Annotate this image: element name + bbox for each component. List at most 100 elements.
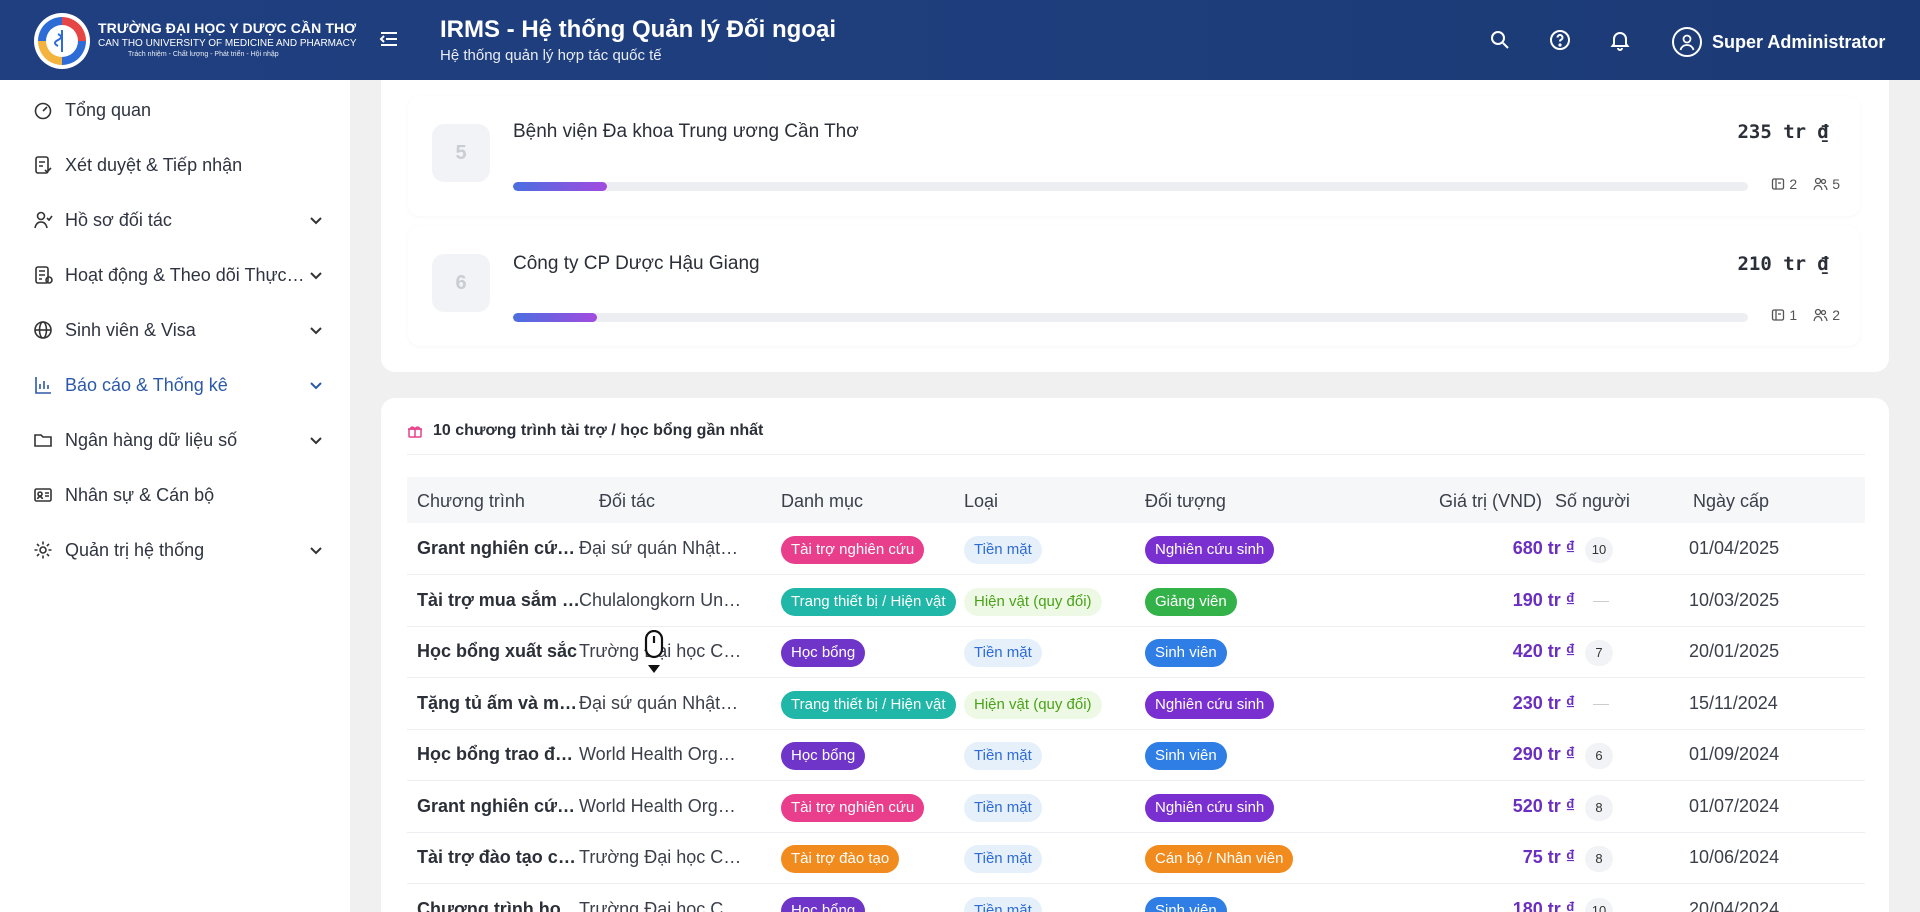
table-row[interactable]: Chương trình học bổng Trường Đại học Cần…	[407, 885, 1865, 912]
people-count: 7	[1585, 640, 1613, 666]
program-name[interactable]: Tài trợ mua sắm thiết bị	[417, 589, 581, 610]
app-title: IRMS - Hệ thống Quản lý Đối ngoại	[440, 16, 836, 43]
sponsorship-value: 420 tr ₫	[1512, 641, 1575, 661]
column-header-value[interactable]: Giá trị (VND)	[1439, 491, 1542, 511]
sponsorships-card: 10 chương trình tài trợ / học bổng gần n…	[381, 398, 1889, 912]
grant-date: 15/11/2024	[1689, 692, 1778, 713]
partner-name: Trường Đại học Cần Thơ	[579, 847, 743, 867]
globe-icon	[34, 321, 52, 339]
table-row[interactable]: Học bổng trao đổi sinh viên World Health…	[407, 730, 1865, 781]
chevron-down-icon	[310, 382, 322, 390]
org-subtitle: CAN THO UNIVERSITY OF MEDICINE AND PHARM…	[98, 38, 357, 49]
sponsorships-title: 10 chương trình tài trợ / học bổng gần n…	[433, 422, 764, 439]
table-row[interactable]: Tài trợ mua sắm thiết bị Chulalongkorn U…	[407, 576, 1865, 627]
menu-toggle-icon[interactable]	[378, 28, 400, 50]
gear-icon	[34, 541, 52, 559]
chevron-down-icon	[310, 327, 322, 335]
type-badge: Tiền mặt	[964, 793, 1042, 822]
type-badge: Tiền mặt	[964, 896, 1042, 912]
sidebar-item-label: Nhân sự & Cán bộ	[65, 485, 215, 505]
sponsorship-value: 180 tr ₫	[1512, 898, 1575, 912]
partner-row[interactable]: 5 Bệnh viện Đa khoa Trung ương Cần Thơ 2…	[408, 96, 1860, 216]
notification-bell-icon[interactable]	[1608, 28, 1632, 52]
category-badge: Tài trợ nghiên cứu	[781, 536, 925, 564]
category-badge: Học bổng	[781, 639, 866, 667]
target-badge: Sinh viên	[1145, 639, 1227, 667]
target-badge: Nghiên cứu sinh	[1145, 793, 1275, 822]
chevron-down-icon	[310, 547, 322, 555]
column-header-type[interactable]: Loại	[964, 491, 999, 511]
sidebar-item-label: Sinh viên & Visa	[65, 320, 196, 340]
university-logo[interactable]	[34, 13, 90, 69]
program-name[interactable]: Tặng tủ ấm và máy ly tâm	[417, 692, 581, 713]
sidebar-item-staff[interactable]: Nhân sự & Cán bộ	[0, 470, 350, 520]
table-row[interactable]: Grant nghiên cứu lâm sàng Đại sứ quán Nh…	[407, 524, 1865, 575]
sidebar-item-students-visa[interactable]: Sinh viên & Visa	[0, 305, 350, 355]
partner-name: Chulalongkorn University	[579, 589, 743, 610]
chevron-down-icon	[310, 272, 322, 280]
column-header-program[interactable]: Chương trình	[417, 491, 525, 511]
sidebar-item-label: Ngân hàng dữ liệu số	[65, 430, 238, 450]
table-row[interactable]: Grant nghiên cứu dịch tễ World Health Or…	[407, 782, 1865, 833]
program-name[interactable]: Grant nghiên cứu lâm sàng	[417, 538, 581, 558]
type-badge: Tiền mặt	[964, 639, 1042, 667]
sidebar-item-system-admin[interactable]: Quản trị hệ thống	[0, 525, 350, 575]
column-header-target[interactable]: Đối tượng	[1145, 491, 1226, 511]
people-count: 10	[1585, 537, 1613, 563]
sidebar-item-activities[interactable]: Hoạt động & Theo dõi Thực hiện	[0, 250, 350, 300]
sidebar-item-reports[interactable]: Báo cáo & Thống kê	[0, 360, 350, 410]
grant-date: 01/09/2024	[1689, 744, 1780, 764]
category-badge: Tài trợ nghiên cứu	[781, 793, 925, 822]
id-card-icon	[34, 488, 52, 502]
sidebar-item-approval[interactable]: Xét duyệt & Tiếp nhận	[0, 140, 350, 190]
column-header-count[interactable]: Số người	[1555, 491, 1630, 511]
table-header: Chương trình Đối tác Danh mục Loại Đối t…	[407, 477, 1865, 523]
app-header: TRƯỜNG ĐẠI HỌC Y DƯỢC CẦN THƠ CAN THO UN…	[0, 0, 1920, 80]
page-scrollbar[interactable]	[1906, 80, 1920, 912]
sidebar-item-partners[interactable]: Hồ sơ đối tác	[0, 195, 350, 245]
sidebar-item-data-bank[interactable]: Ngân hàng dữ liệu số	[0, 415, 350, 465]
column-header-partner[interactable]: Đối tác	[599, 491, 656, 511]
column-header-category[interactable]: Danh mục	[781, 491, 864, 511]
partner-name: Đại sứ quán Nhật Bản	[579, 692, 743, 713]
sidebar-item-label: Hồ sơ đối tác	[65, 210, 172, 230]
partner-stats: 1 2	[1771, 307, 1840, 323]
program-name[interactable]: Học bổng xuất sắc	[417, 641, 578, 661]
type-badge: Tiền mặt	[964, 845, 1042, 873]
partner-name: Bệnh viện Đa khoa Trung ương Cần Thơ	[513, 121, 859, 142]
column-header-date[interactable]: Ngày cấp	[1693, 491, 1770, 511]
partner-progress-bar	[513, 182, 1748, 191]
partner-rank: 5	[432, 124, 490, 182]
sponsorships-heading: 10 chương trình tài trợ / học bổng gần n…	[407, 422, 763, 440]
user-avatar-icon	[1672, 27, 1702, 57]
user-menu[interactable]: Super Administrator	[1672, 27, 1885, 57]
table-row[interactable]: Tặng tủ ấm và máy ly tâm Đại sứ quán Nhậ…	[407, 679, 1865, 730]
org-motto: Trách nhiệm - Chất lượng - Phát triển - …	[128, 51, 279, 58]
category-badge: Trang thiết bị / Hiện vật	[781, 587, 956, 616]
sponsorship-value: 75 tr ₫	[1522, 847, 1575, 867]
sidebar-item-overview[interactable]: Tổng quan	[0, 85, 350, 135]
partner-value: 210 tr ₫	[1737, 253, 1829, 275]
table-row[interactable]: Học bổng xuất sắc Trường Đại học Cần Thơ…	[407, 627, 1865, 678]
partner-doc-count: 2	[1789, 176, 1798, 192]
target-badge: Giảng viên	[1145, 587, 1237, 616]
help-icon[interactable]	[1548, 28, 1572, 52]
table-row[interactable]: Tài trợ đào tạo cán bộ Trường Đại học Cầ…	[407, 833, 1865, 884]
program-name[interactable]: Grant nghiên cứu dịch tễ	[417, 795, 581, 816]
type-badge: Tiền mặt	[964, 536, 1042, 564]
grant-date: 01/07/2024	[1689, 795, 1780, 816]
program-name[interactable]: Chương trình học bổng	[417, 898, 581, 912]
top-partners-card: 5 Bệnh viện Đa khoa Trung ương Cần Thơ 2…	[381, 80, 1889, 372]
program-name[interactable]: Tài trợ đào tạo cán bộ	[417, 847, 581, 867]
divider	[407, 454, 1865, 455]
partner-stats: 2 5	[1771, 176, 1840, 192]
program-name[interactable]: Học bổng trao đổi sinh viên	[417, 744, 581, 764]
people-icon	[1813, 177, 1828, 191]
type-badge: Tiền mặt	[964, 742, 1042, 770]
partner-name: World Health Organization	[579, 744, 743, 764]
category-badge: Trang thiết bị / Hiện vật	[781, 690, 956, 719]
type-badge: Hiện vật (quy đổi)	[964, 587, 1102, 616]
partner-row[interactable]: 6 Công ty CP Dược Hậu Giang 210 tr ₫ 1 2	[408, 226, 1860, 346]
search-icon[interactable]	[1488, 28, 1512, 52]
category-badge: Tài trợ đào tạo	[781, 845, 900, 873]
